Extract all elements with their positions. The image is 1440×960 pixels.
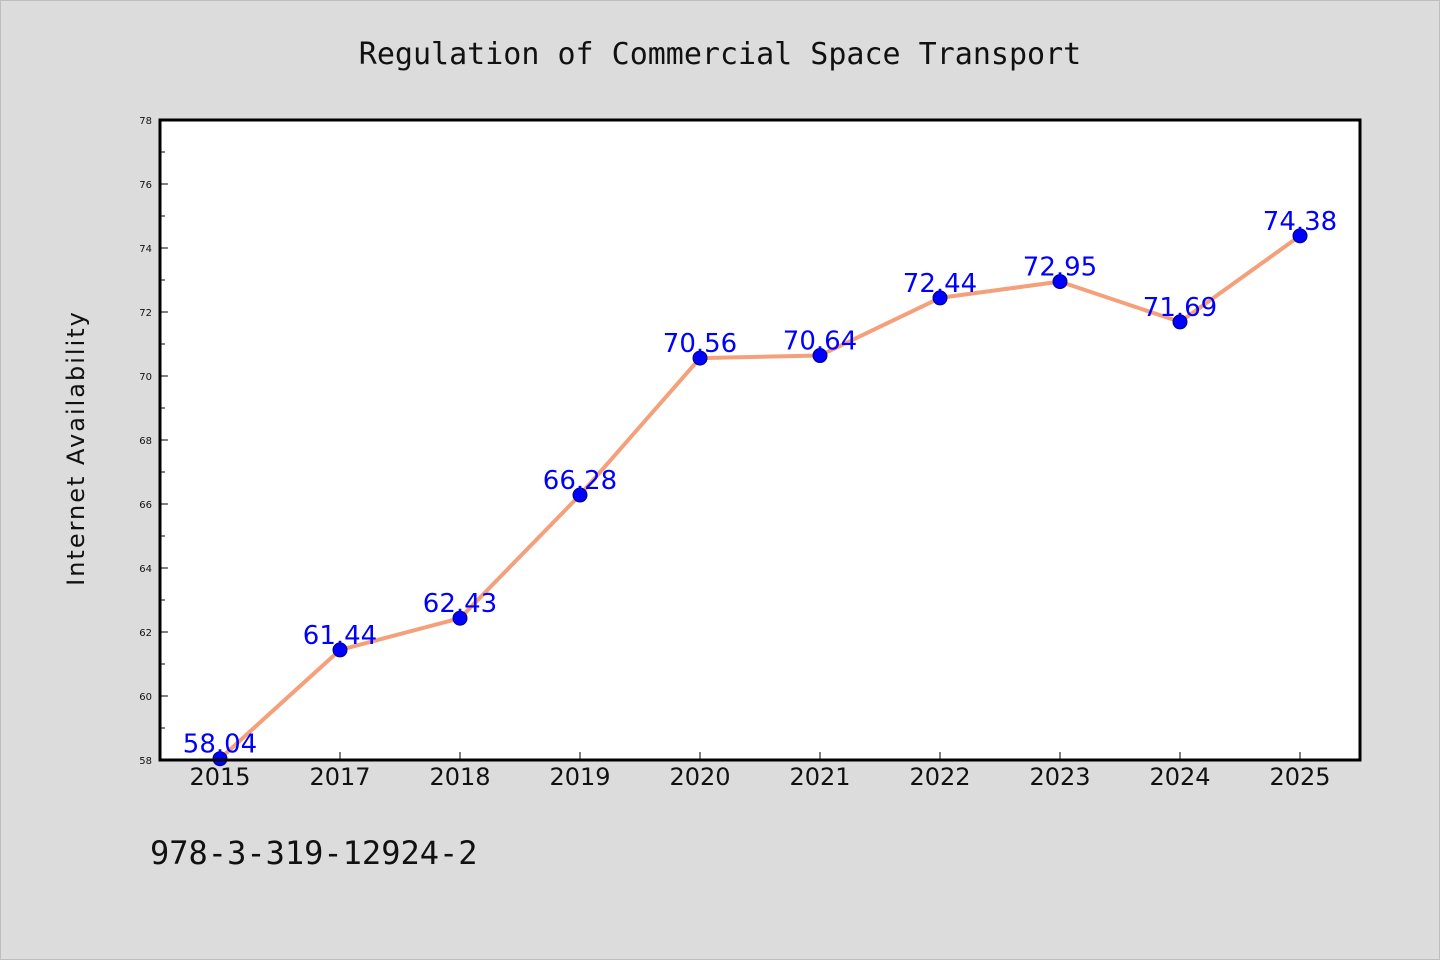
y-tick-label: 78	[139, 116, 152, 127]
data-label: 70.56	[663, 329, 737, 359]
data-markers	[212, 228, 1308, 767]
data-label: 58.04	[183, 730, 257, 760]
y-tick-label: 70	[139, 372, 152, 383]
data-label: 66.28	[543, 466, 617, 496]
data-point	[812, 348, 828, 364]
x-tick-label: 2020	[669, 763, 730, 791]
data-point	[1172, 314, 1188, 330]
y-tick-label: 66	[139, 500, 152, 511]
data-point	[452, 610, 468, 626]
data-point	[932, 290, 948, 306]
y-axis-label: Internet Availability	[62, 310, 90, 586]
x-tick-label: 2017	[309, 763, 370, 791]
y-axis: 58 60 62 64 66 68 70 72 74 76 78	[139, 116, 168, 767]
y-tick-label: 62	[139, 628, 152, 639]
plot-frame	[158, 118, 1362, 762]
data-point	[1052, 274, 1068, 290]
y-tick-label: 58	[139, 756, 152, 767]
x-tick-label: 2019	[549, 763, 610, 791]
data-label: 70.64	[783, 327, 857, 357]
y-tick-label: 74	[139, 244, 152, 255]
data-label: 61.44	[303, 621, 377, 651]
data-labels: 58.04 61.44 62.43 66.28 70.56 70.64 72.44 72.95…	[183, 207, 1337, 760]
plot-area	[160, 120, 1360, 760]
data-label: 74.38	[1263, 207, 1337, 237]
data-label: 62.43	[423, 589, 497, 619]
y-tick-label: 72	[139, 308, 152, 319]
footer-isbn: 978-3-319-12924-2	[150, 834, 478, 872]
data-point	[692, 350, 708, 366]
data-point	[332, 642, 348, 658]
x-tick-label: 2024	[1149, 763, 1210, 791]
y-tick-label: 76	[139, 180, 152, 191]
x-tick-label: 2015	[189, 763, 250, 791]
x-tick-label: 2018	[429, 763, 490, 791]
series-line	[218, 234, 1302, 761]
data-point	[1292, 228, 1308, 244]
y-tick-label: 60	[139, 692, 152, 703]
y-tick-label: 68	[139, 436, 152, 447]
chart-title: Regulation of Commercial Space Transport	[359, 37, 1081, 72]
x-tick-label: 2023	[1029, 763, 1090, 791]
y-tick-label: 64	[139, 564, 152, 575]
data-label: 72.95	[1023, 253, 1097, 283]
x-tick-label: 2022	[909, 763, 970, 791]
x-axis: 2015 2017 2018 2019 2020 2021 2022 2023 2024 2025	[189, 752, 1331, 791]
x-tick-label: 2025	[1269, 763, 1330, 791]
data-point	[572, 487, 588, 503]
x-tick-label: 2021	[789, 763, 850, 791]
data-label: 72.44	[903, 269, 977, 299]
data-label: 71.69	[1143, 293, 1217, 323]
